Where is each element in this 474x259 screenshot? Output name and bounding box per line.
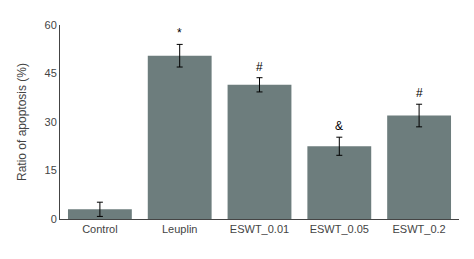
svg-text:ESWT_0.2: ESWT_0.2: [393, 223, 446, 235]
svg-text:#: #: [256, 60, 263, 74]
svg-text:*: *: [177, 26, 182, 40]
svg-text:0: 0: [51, 213, 57, 225]
svg-text:ESWT_0.05: ESWT_0.05: [310, 223, 369, 235]
svg-text:&: &: [335, 119, 343, 133]
svg-text:15: 15: [45, 164, 57, 176]
svg-text:60: 60: [45, 19, 57, 31]
svg-text:Control: Control: [82, 223, 117, 235]
svg-text:Leuplin: Leuplin: [162, 223, 197, 235]
svg-text:#: #: [416, 86, 423, 100]
svg-text:ESWT_0.01: ESWT_0.01: [230, 223, 289, 235]
svg-text:45: 45: [45, 67, 57, 79]
svg-text:30: 30: [45, 116, 57, 128]
svg-text:Ratio of apoptosis (%): Ratio of apoptosis (%): [15, 63, 29, 181]
